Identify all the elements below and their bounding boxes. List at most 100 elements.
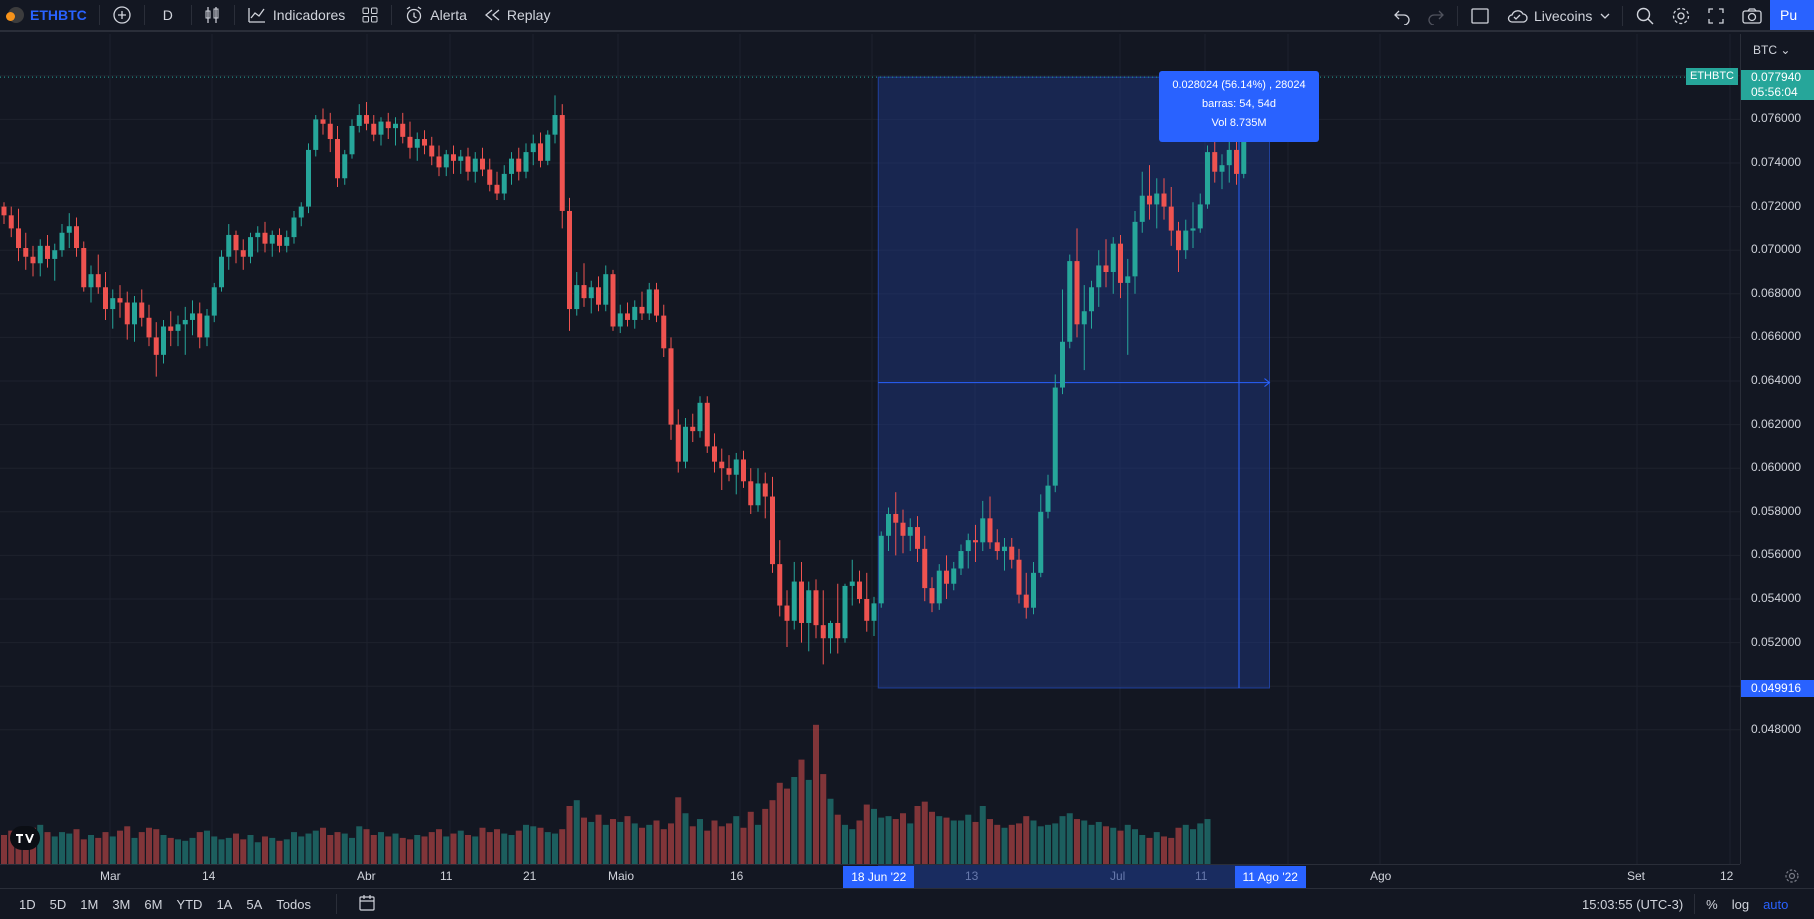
- volume-bar: [842, 824, 848, 864]
- range-button-5a[interactable]: 5A: [246, 896, 263, 912]
- volume-bar: [979, 806, 986, 864]
- volume-bar: [167, 837, 174, 864]
- settings-button[interactable]: [1663, 0, 1699, 32]
- volume-bar: [1153, 832, 1160, 864]
- tradingview-logo[interactable]: [10, 826, 40, 850]
- volume-bar: [1161, 836, 1167, 864]
- range-button-5d[interactable]: 5D: [49, 896, 67, 912]
- templates-button[interactable]: [353, 0, 387, 31]
- candle-body: [1154, 193, 1160, 205]
- volume-bar: [820, 774, 827, 864]
- candle-down: [690, 413, 696, 443]
- volume-bar: [914, 806, 921, 864]
- candle-down: [8, 206, 14, 238]
- range-button-1d[interactable]: 1D: [19, 896, 36, 912]
- candle-body: [110, 298, 116, 310]
- chart-pane[interactable]: 0.028024 (56.14%) , 28024 barras: 54, 54…: [0, 34, 1740, 864]
- volume-bar: [73, 829, 80, 864]
- measure-bars: barras: 54, 54d: [1202, 98, 1276, 110]
- volume-bar: [312, 830, 319, 864]
- volume-bar: [1037, 826, 1044, 864]
- candle-down: [320, 108, 326, 135]
- measure-low-price-tag: 0.049916: [1741, 680, 1814, 698]
- currency-selector[interactable]: BTC ⌄: [1753, 43, 1790, 57]
- publish-button[interactable]: Pu: [1770, 0, 1814, 30]
- candle-up: [755, 468, 761, 512]
- range-button-1m[interactable]: 1M: [80, 896, 99, 912]
- candle-body: [284, 237, 290, 246]
- replay-label: Replay: [506, 7, 551, 23]
- candle-body: [371, 123, 377, 135]
- candle-up: [545, 130, 551, 166]
- candle-down: [262, 221, 268, 253]
- candle-down: [625, 302, 630, 327]
- candle-body: [791, 581, 797, 621]
- candle-down: [900, 509, 906, 554]
- range-button-todos[interactable]: Todos: [276, 896, 311, 912]
- undo-button[interactable]: [1385, 0, 1419, 32]
- percent-scale-toggle[interactable]: %: [1706, 896, 1718, 912]
- candle-up: [110, 289, 116, 329]
- candle-up: [132, 295, 137, 342]
- goto-date-button[interactable]: [351, 894, 383, 915]
- volume-bar: [929, 811, 935, 864]
- candle-body: [509, 158, 514, 174]
- search-button[interactable]: [1627, 0, 1663, 32]
- candle-up: [255, 226, 261, 253]
- candle-up: [1002, 537, 1007, 571]
- symbol-name: ETHBTC: [30, 7, 87, 23]
- candle-body: [393, 123, 398, 129]
- replay-button[interactable]: Replay: [475, 0, 559, 31]
- price-tick-label: 0.068000: [1751, 285, 1802, 300]
- volume-bar: [189, 837, 196, 864]
- candle-up: [1139, 171, 1145, 233]
- price-axis[interactable]: BTC ⌄ 0.076000 0.074000 0.072000 0.070000 0.…: [1740, 34, 1814, 864]
- candle-up: [1183, 219, 1189, 259]
- currency-label: BTC: [1753, 43, 1777, 57]
- layout-menu-button[interactable]: Livecoins: [1498, 0, 1618, 32]
- chart-type-button[interactable]: [196, 0, 230, 31]
- redo-button[interactable]: [1419, 0, 1453, 32]
- measure-end-date: 11 Ago '22: [1234, 866, 1306, 888]
- range-button-ytd[interactable]: YTD: [176, 896, 203, 912]
- candle-up: [211, 282, 217, 323]
- range-button-3m[interactable]: 3M: [112, 896, 131, 912]
- volume-bar: [508, 835, 515, 864]
- measure-volume: Vol 8.735M: [1211, 117, 1267, 129]
- volume-bar: [588, 821, 595, 864]
- layout-box-button[interactable]: [1462, 0, 1498, 32]
- price-chart[interactable]: [0, 34, 1740, 864]
- log-scale-toggle[interactable]: log: [1731, 896, 1750, 912]
- alert-button[interactable]: Alerta: [396, 0, 475, 31]
- volume-bar: [138, 832, 145, 864]
- fullscreen-button[interactable]: [1699, 0, 1733, 32]
- volume-bar: [610, 819, 616, 864]
- measure-arrow: [1264, 378, 1271, 387]
- symbol-search-button[interactable]: ETHBTC: [0, 0, 95, 31]
- interval-button[interactable]: D: [149, 0, 187, 31]
- volume-bar: [856, 820, 863, 864]
- time-axis[interactable]: Mar14Abr1121Maio16Jun13Jul1121AgoSet12 1…: [0, 864, 1740, 888]
- volume-bar: [428, 832, 435, 864]
- auto-scale-toggle[interactable]: auto: [1763, 896, 1789, 912]
- undo-icon: [1394, 10, 1410, 25]
- range-button-1a[interactable]: 1A: [216, 896, 233, 912]
- axis-settings-button[interactable]: [1770, 864, 1814, 888]
- candle-up: [1052, 374, 1058, 493]
- toolbar-divider: [1622, 6, 1624, 26]
- range-button-6m[interactable]: 6M: [144, 896, 163, 912]
- clock[interactable]: 15:03:55 (UTC-3): [1582, 896, 1684, 912]
- volume-bar: [305, 833, 312, 864]
- compare-symbol-button[interactable]: [104, 0, 140, 31]
- volume-bar: [479, 827, 486, 864]
- candle-body: [451, 154, 456, 161]
- candle-body: [1205, 152, 1210, 205]
- volume-bar: [356, 826, 363, 864]
- volume-bar: [95, 837, 102, 864]
- volume-bars: [1, 724, 1211, 864]
- candle-up: [603, 265, 609, 312]
- snapshot-button[interactable]: [1733, 0, 1771, 32]
- indicators-button[interactable]: Indicadores: [239, 0, 353, 31]
- candle-up: [1132, 210, 1138, 294]
- candle-body: [1147, 195, 1152, 205]
